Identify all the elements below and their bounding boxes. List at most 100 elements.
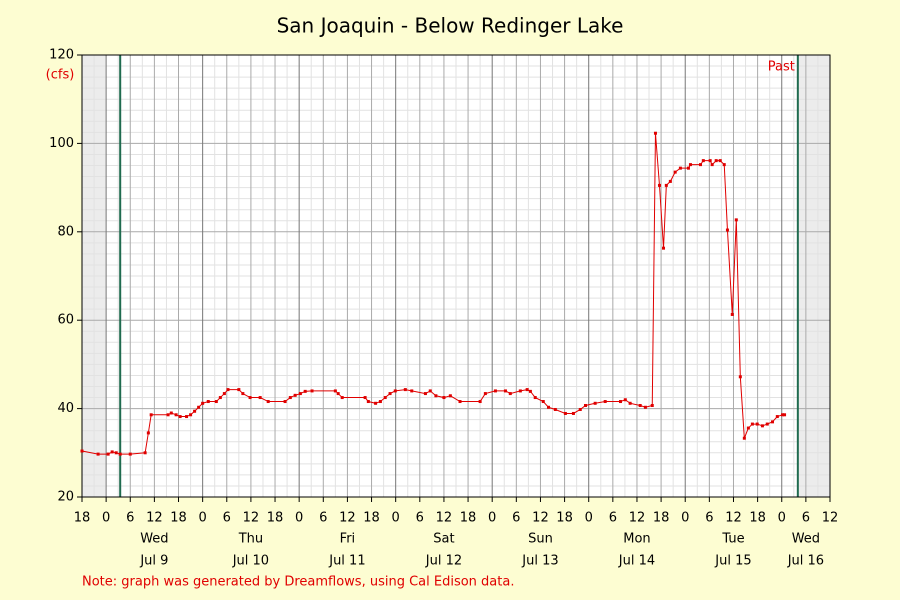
point (336, 392, 340, 396)
point (650, 404, 654, 408)
point (374, 401, 378, 405)
y-tick-label: 40 (57, 401, 74, 416)
day-label: Wed (792, 532, 820, 547)
point (193, 409, 197, 413)
point (686, 166, 690, 170)
point (725, 228, 729, 232)
y-tick-label: 60 (57, 313, 74, 328)
x-tick-label: 18 (653, 511, 670, 526)
point (178, 415, 182, 419)
point (288, 396, 292, 400)
day-label: Fri (340, 532, 356, 547)
point (383, 396, 387, 400)
point (738, 375, 742, 379)
point (553, 407, 557, 411)
point (118, 452, 122, 456)
point (783, 413, 787, 417)
point (106, 452, 110, 456)
point (189, 413, 193, 417)
day-label: Tue (721, 532, 744, 547)
point (197, 405, 201, 409)
date-label: Jul 15 (714, 554, 751, 569)
point (378, 400, 382, 404)
y-axis-label: (cfs) (46, 68, 75, 83)
x-tick-label: 12 (146, 511, 163, 526)
point (653, 131, 657, 135)
point (218, 396, 222, 400)
x-tick-label: 0 (488, 511, 496, 526)
point (80, 449, 84, 453)
point (423, 392, 427, 396)
date-label: Jul 14 (618, 554, 655, 569)
x-tick-label: 12 (436, 511, 453, 526)
point (340, 396, 344, 400)
point (428, 389, 432, 393)
point (533, 396, 537, 400)
date-label: Jul 11 (328, 554, 365, 569)
point (128, 452, 132, 456)
point (146, 431, 150, 435)
x-tick-label: 6 (512, 511, 520, 526)
point (603, 400, 607, 404)
date-label: Jul 12 (425, 554, 462, 569)
point (114, 451, 118, 455)
day-label: Sat (433, 532, 454, 547)
point (149, 413, 153, 417)
x-tick-label: 18 (749, 511, 766, 526)
chart-title: San Joaquin - Below Redinger Lake (277, 14, 624, 38)
point (701, 159, 705, 163)
x-tick-label: 12 (532, 511, 549, 526)
point (618, 400, 622, 404)
point (775, 415, 779, 419)
x-tick-label: 12 (725, 511, 742, 526)
point (214, 400, 218, 404)
point (525, 388, 529, 392)
y-tick-label: 80 (57, 224, 74, 239)
point (678, 166, 682, 170)
x-tick-label: 0 (392, 511, 400, 526)
point (765, 422, 769, 426)
point (518, 389, 522, 393)
date-label: Jul 16 (787, 554, 824, 569)
point (174, 413, 178, 417)
point (366, 400, 370, 404)
point (448, 394, 452, 398)
point (755, 422, 759, 426)
x-tick-label: 18 (74, 511, 91, 526)
point (298, 392, 302, 396)
point (571, 411, 575, 415)
point (664, 183, 668, 187)
point (143, 451, 147, 455)
point (458, 400, 462, 404)
point (226, 388, 230, 392)
x-tick-label: 18 (170, 511, 187, 526)
point (434, 394, 438, 398)
date-label: Jul 9 (139, 554, 168, 569)
point (730, 312, 734, 316)
x-tick-label: 12 (629, 511, 646, 526)
point (503, 389, 507, 393)
point (657, 183, 661, 187)
point (714, 159, 718, 163)
point (201, 401, 205, 405)
point (760, 424, 764, 428)
x-tick-label: 0 (295, 511, 303, 526)
point (403, 388, 407, 392)
point (583, 404, 587, 408)
point (333, 389, 337, 393)
point (593, 401, 597, 405)
point (266, 400, 270, 404)
x-tick-label: 18 (460, 511, 477, 526)
point (638, 404, 642, 408)
point (668, 179, 672, 183)
point (310, 389, 314, 393)
point (734, 218, 738, 222)
point (746, 426, 750, 430)
point (169, 411, 173, 415)
x-tick-label: 18 (556, 511, 573, 526)
x-tick-label: 0 (102, 511, 110, 526)
point (293, 393, 297, 397)
point (742, 436, 746, 440)
point (688, 163, 692, 167)
